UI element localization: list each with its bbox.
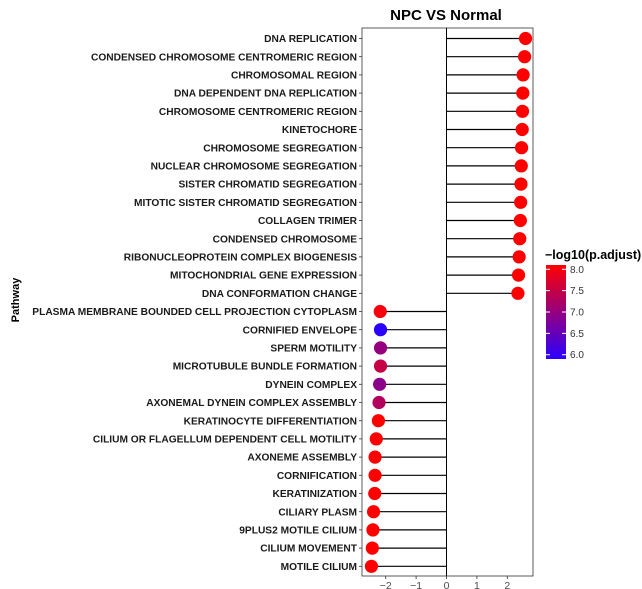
category-label: CORNIFICATION (277, 471, 357, 482)
category-label: PLASMA MEMBRANE BOUNDED CELL PROJECTION … (32, 307, 357, 318)
lollipop-dot (513, 232, 527, 246)
category-label: MITOTIC SISTER CHROMATID SEGREGATION (134, 198, 357, 209)
category-label: AXONEMAL DYNEIN COMPLEX ASSEMBLY (146, 398, 357, 409)
lollipop-dot (515, 104, 530, 118)
category-label: KERATINIZATION (272, 489, 357, 500)
lollipop-dot (373, 323, 388, 337)
plot-panel (361, 27, 534, 577)
legend-colorbar (546, 265, 566, 359)
category-label: CONDENSED CHROMOSOME CENTROMERIC REGION (91, 52, 357, 63)
category-label: AXONEME ASSEMBLY (247, 453, 357, 464)
x-tick-label: −2 (380, 580, 392, 589)
lollipop-dot (518, 50, 532, 64)
lollipop-dot (518, 31, 533, 46)
lollipop-dot (373, 377, 387, 391)
category-label: SISTER CHROMATID SEGREGATION (179, 180, 357, 191)
lollipop-dot (515, 122, 529, 137)
category-label: CONDENSED CHROMOSOME (213, 234, 358, 245)
category-label: DNA REPLICATION (264, 34, 357, 45)
category-label: CILIARY PLASM (278, 507, 357, 518)
x-tick-label: −1 (410, 580, 422, 589)
lollipop-dot (366, 523, 380, 537)
lollipop-dot (511, 268, 526, 282)
legend-title: −log10(p.adjust) (545, 248, 641, 262)
legend-tick-label: 7.5 (570, 286, 584, 297)
category-label: MOTILE CILIUM (281, 562, 357, 573)
category-label: DYNEIN COMPLEX (265, 380, 357, 391)
category-label: MITOCHONDRIAL GENE EXPRESSION (170, 271, 357, 282)
lollipop-dot (373, 359, 388, 373)
category-label: MICROTUBULE BUNDLE FORMATION (173, 362, 357, 373)
lollipop-dot (366, 505, 381, 519)
x-tick-label: 0 (444, 580, 450, 589)
lollipop-dot (514, 141, 529, 155)
category-label: SPERM MOTILITY (270, 344, 357, 355)
category-label: KERATINOCYTE DIFFERENTIATION (184, 416, 357, 427)
x-tick-label: 1 (474, 580, 480, 589)
category-label: NUCLEAR CHROMOSOME SEGREGATION (151, 162, 357, 173)
lollipop-dot (368, 450, 382, 464)
lollipop-dot (364, 559, 379, 573)
lollipop-dot (373, 304, 387, 319)
legend-tick-label: 6.5 (570, 329, 584, 340)
lollipop-dot (514, 177, 528, 191)
lollipop-dot (369, 432, 383, 446)
category-label: 9PLUS2 MOTILE CILIUM (239, 526, 357, 537)
lollipop-dot (516, 86, 530, 100)
category-label: COLLAGEN TRIMER (258, 216, 358, 227)
color-legend: −log10(p.adjust) 8.0 7.5 7.0 6.5 6.0 (545, 248, 641, 361)
lollipop-dot (368, 486, 382, 501)
lollipop-dot (511, 286, 525, 300)
category-label: CHROMOSOME SEGREGATION (203, 143, 357, 154)
category-label: CILIUM MOVEMENT (260, 544, 358, 555)
category-label: CILIUM OR FLAGELLUM DEPENDENT CELL MOTIL… (93, 435, 357, 446)
chart-title: NPC VS Normal (390, 7, 502, 24)
category-label: CORNIFIED ENVELOPE (243, 325, 358, 336)
legend-tick-label: 6.0 (570, 350, 584, 361)
lollipop-dot (372, 395, 386, 410)
y-axis-label: Pathway (10, 277, 22, 323)
lollipop-dot (368, 468, 382, 482)
category-label: RIBONUCLEOPROTEIN COMPLEX BIOGENESIS (124, 253, 357, 264)
lollipop-dot (514, 159, 528, 173)
lollipop-dot (514, 195, 528, 209)
category-label: CHROMOSOME CENTROMERIC REGION (159, 107, 357, 118)
category-label: DNA CONFORMATION CHANGE (202, 289, 357, 300)
lollipop-dot (373, 341, 388, 355)
x-tick-label: 2 (504, 580, 510, 589)
lollipop-dot (516, 68, 530, 82)
legend-tick-label: 7.0 (570, 308, 584, 319)
category-label: DNA DEPENDENT DNA REPLICATION (174, 89, 357, 100)
category-label: CHROMOSOMAL REGION (231, 71, 357, 82)
lollipop-dot (513, 213, 527, 228)
legend-tick-label: 8.0 (570, 265, 584, 276)
lollipop-dot (512, 250, 526, 264)
lollipop-dot (371, 414, 386, 428)
lollipop-dot (365, 541, 379, 555)
category-label: KINETOCHORE (282, 125, 357, 136)
